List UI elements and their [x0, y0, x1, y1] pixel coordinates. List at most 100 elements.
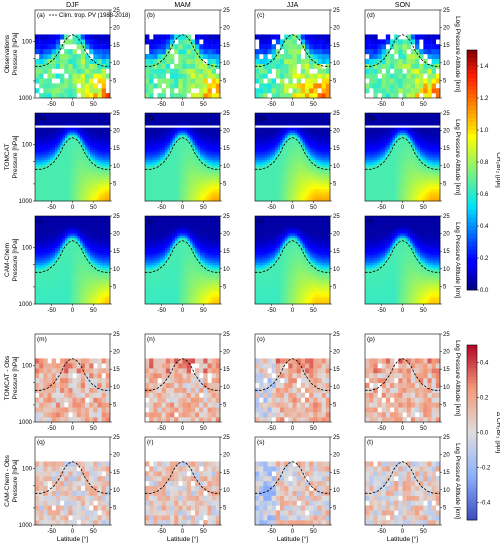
heatmap-cell: [310, 139, 313, 143]
heatmap-cell: [410, 193, 413, 197]
heatmap-cell: [200, 127, 203, 131]
heatmap-cell: [72, 83, 77, 89]
heatmap-cell: [161, 54, 167, 60]
season-title: SON: [395, 2, 410, 9]
heatmap-cell: [75, 169, 78, 172]
heatmap-cell: [205, 130, 208, 133]
heatmap-cell: [290, 122, 293, 126]
heatmap-cell: [377, 115, 381, 119]
heatmap-cell: [162, 174, 166, 177]
heatmap-cell: [199, 78, 204, 84]
heatmap-cell: [390, 152, 393, 155]
heatmap-cell: [145, 198, 148, 202]
heatmap-cell: [325, 58, 331, 64]
heatmap-cell: [102, 159, 106, 163]
heatmap-cell: [390, 174, 393, 177]
heatmap-cell: [415, 183, 418, 187]
heatmap-cell: [197, 132, 201, 136]
heatmap-cell: [52, 137, 56, 141]
heatmap-cell: [107, 186, 111, 190]
heatmap-cell: [407, 120, 411, 124]
heatmap-cell: [76, 54, 82, 60]
heatmap-cell: [417, 181, 421, 185]
heatmap-cell: [155, 120, 158, 124]
heatmap-cell: [60, 174, 63, 177]
heatmap-cell: [312, 157, 316, 160]
heatmap-cell: [85, 117, 88, 121]
heatmap-cell: [186, 63, 192, 69]
heatmap-cell: [315, 183, 318, 187]
heatmap-cell: [262, 144, 266, 148]
heatmap-cell: [370, 144, 373, 148]
heatmap-cell: [315, 174, 318, 177]
heatmap-cell: [182, 198, 186, 202]
heatmap-cell: [390, 144, 393, 148]
heatmap-cell: [420, 144, 423, 148]
heatmap-cell: [313, 78, 318, 84]
heatmap-cell: [267, 193, 271, 197]
heatmap-cell: [262, 171, 266, 175]
heatmap-cell: [320, 171, 323, 175]
heatmap-cell: [57, 186, 61, 190]
heatmap-cell: [415, 159, 418, 163]
heatmap-cell: [162, 166, 166, 170]
heatmap-cell: [187, 137, 191, 141]
heatmap-cell: [162, 142, 166, 146]
heatmap-cell: [287, 157, 291, 160]
heatmap-cell: [257, 169, 261, 172]
heatmap-cell: [40, 117, 43, 121]
heatmap-cell: [387, 191, 391, 194]
heatmap-cell: [385, 113, 388, 116]
heatmap-cell: [45, 159, 48, 163]
heatmap-cell: [395, 181, 398, 185]
heatmap-cell: [200, 117, 203, 121]
heatmap-cell: [145, 83, 150, 89]
heatmap-cell: [55, 174, 58, 177]
heatmap-cell: [382, 186, 386, 190]
heatmap-cell: [292, 63, 297, 69]
heatmap-cell: [259, 73, 264, 79]
heatmap-cell: [55, 39, 61, 45]
heatmap-cell: [322, 164, 326, 168]
heatmap-cell: [89, 88, 94, 94]
heatmap-cell: [82, 147, 86, 150]
heatmap-cell: [190, 78, 196, 84]
heatmap-cell: [415, 181, 418, 185]
row-label: ObservationsPressure [hPa]: [4, 32, 19, 75]
heatmap-cell: [52, 186, 56, 190]
heatmap-cell: [405, 188, 408, 192]
heatmap-cell: [370, 159, 373, 163]
heatmap-cell: [72, 142, 76, 146]
heatmap-cell: [200, 115, 203, 119]
heatmap-cell: [195, 179, 198, 182]
heatmap-cell: [315, 117, 318, 121]
heatmap-cell: [180, 117, 183, 121]
heatmap-cell: [180, 139, 183, 143]
heatmap-cell: [147, 139, 151, 143]
heatmap-cell: [39, 73, 44, 79]
heatmap-cell: [280, 88, 285, 94]
heatmap-cell: [415, 193, 418, 197]
heatmap-cell: [407, 171, 411, 175]
heatmap-cell: [160, 157, 163, 160]
heatmap-cell: [385, 166, 388, 170]
heatmap-cell: [60, 169, 63, 172]
heatmap-cell: [387, 176, 391, 180]
heatmap-cell: [185, 159, 188, 163]
heatmap-cell: [187, 193, 191, 197]
heatmap-cell: [317, 130, 321, 133]
heatmap-cell: [325, 115, 328, 119]
heatmap-cell: [107, 191, 111, 194]
heatmap-cell: [182, 191, 186, 194]
heatmap-cell: [77, 117, 81, 121]
heatmap-cell: [381, 49, 387, 55]
heatmap-cell: [157, 159, 161, 163]
heatmap-cell: [400, 139, 403, 143]
heatmap-cell: [377, 142, 381, 146]
heatmap-cell: [145, 193, 148, 197]
heatmap-cell: [102, 169, 106, 172]
heatmap-cell: [365, 122, 368, 126]
heatmap-cell: [377, 154, 381, 158]
heatmap-cell: [77, 171, 81, 175]
heatmap-cell: [190, 139, 193, 143]
